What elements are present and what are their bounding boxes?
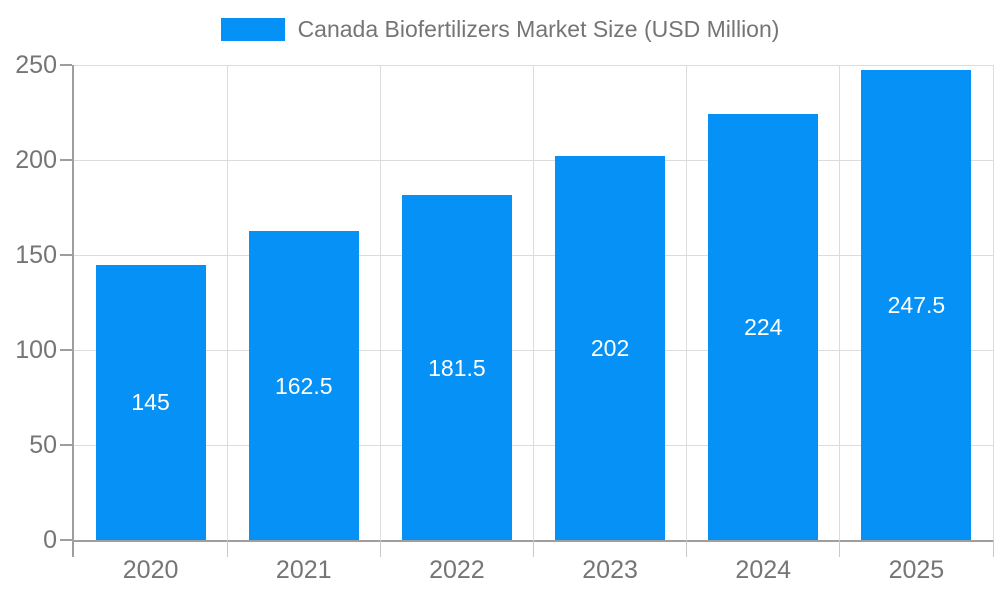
- y-axis-label: 150: [15, 241, 57, 269]
- y-axis-label: 0: [43, 526, 57, 554]
- bar-value-label: 162.5: [274, 372, 333, 399]
- x-axis-label: 2023: [582, 556, 638, 584]
- gridline-vertical: [839, 65, 841, 540]
- bar: [248, 231, 359, 540]
- x-axis-tick: [992, 540, 994, 557]
- x-axis-label: 2020: [122, 556, 179, 584]
- y-axis-tick: [60, 159, 72, 161]
- bar: [861, 69, 972, 540]
- x-axis-label: 2021: [275, 556, 332, 584]
- x-axis-label: 2024: [735, 556, 792, 584]
- gridline-vertical: [226, 65, 228, 540]
- bar-value-label: 181.5: [428, 354, 486, 381]
- y-axis-extension: [72, 540, 74, 557]
- y-axis-label: 100: [15, 336, 57, 364]
- chart-legend: Canada Biofertilizers Market Size (USD M…: [0, 16, 1000, 43]
- legend-label: Canada Biofertilizers Market Size (USD M…: [297, 16, 780, 42]
- plot-area: [72, 65, 993, 542]
- bar: [555, 156, 666, 540]
- bar-value-label: 224: [744, 314, 783, 341]
- x-axis-tick: [839, 540, 841, 557]
- bar: [95, 264, 206, 540]
- bar-value-label: 247.5: [887, 291, 946, 318]
- bar: [708, 114, 819, 540]
- legend-swatch-icon: [220, 18, 285, 41]
- x-axis-tick: [226, 540, 228, 557]
- y-axis-label: 50: [29, 431, 57, 459]
- y-axis-label: 200: [15, 146, 57, 174]
- x-axis-tick: [686, 540, 688, 557]
- plot-layer: 0 50 100 150 200 250 145 2020 162.5 2021 181.5 2022…: [15, 51, 994, 584]
- y-axis-tick: [60, 64, 72, 66]
- bar-value-label: 145: [131, 389, 170, 416]
- x-axis-tick: [379, 540, 381, 557]
- y-axis-label: 250: [15, 51, 57, 79]
- bar-value-label: 202: [590, 335, 630, 362]
- y-axis-tick: [60, 539, 72, 541]
- gridline-vertical: [533, 65, 534, 540]
- y-axis-tick: [60, 444, 72, 446]
- x-axis-label: 2022: [429, 556, 485, 584]
- gridline-vertical: [379, 65, 381, 540]
- x-axis-tick: [533, 540, 534, 557]
- y-axis-tick: [60, 254, 72, 256]
- gridline-vertical: [992, 65, 994, 540]
- gridline-vertical: [686, 65, 688, 540]
- x-axis-label: 2025: [888, 556, 945, 584]
- bar: [401, 195, 512, 540]
- y-axis-tick: [60, 349, 72, 351]
